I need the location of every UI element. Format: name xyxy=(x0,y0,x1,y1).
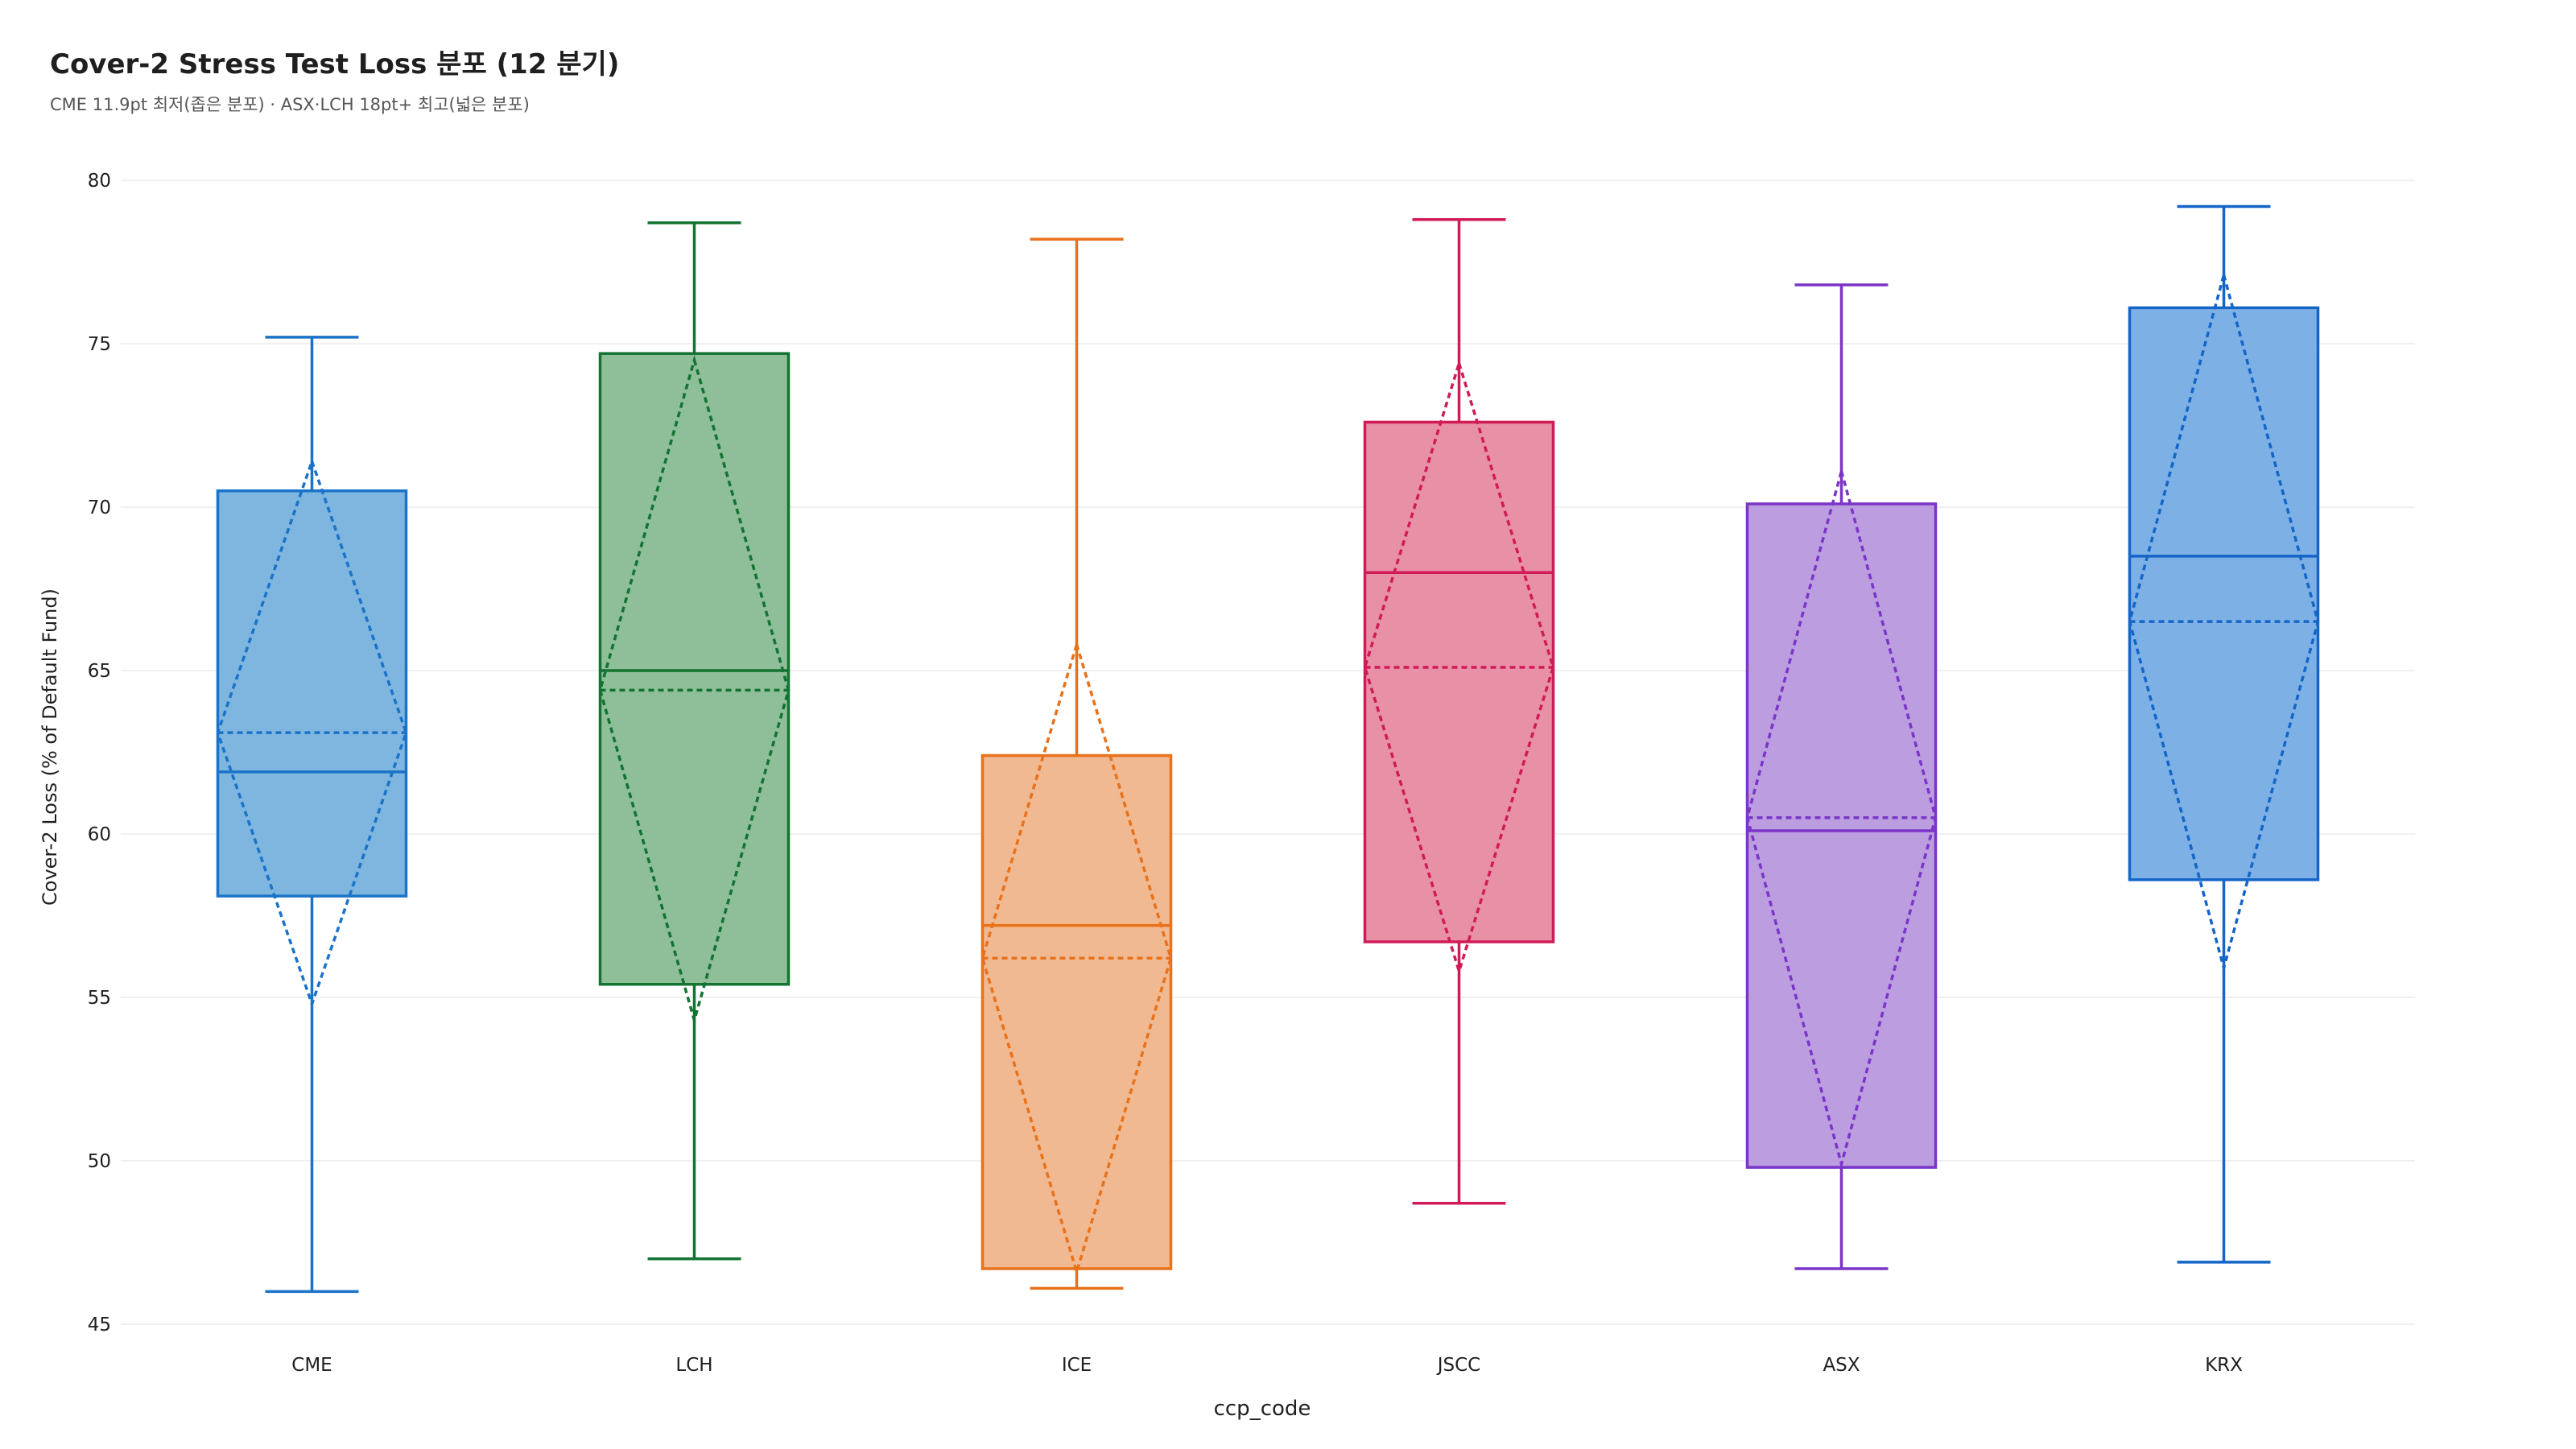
sd-diamond xyxy=(2128,270,2320,974)
iqr-box xyxy=(1745,502,1938,1169)
box-lch xyxy=(598,221,791,1261)
box-jscc xyxy=(1363,217,1555,1205)
grid-layer xyxy=(121,180,2415,1325)
box-ice xyxy=(980,237,1173,1290)
x-tick-label: CME xyxy=(291,1355,332,1376)
y-tick-label: 75 xyxy=(88,334,111,355)
chart-title: Cover-2 Stress Test Loss 분포 (12 분기) xyxy=(50,48,620,80)
box-layer xyxy=(216,204,2320,1294)
y-tick-label: 60 xyxy=(88,824,111,845)
y-tick-label: 80 xyxy=(88,171,111,192)
x-tick-label: LCH xyxy=(675,1355,712,1376)
iqr-box xyxy=(598,352,791,986)
sd-diamond xyxy=(1745,465,1938,1170)
sd-diamond xyxy=(598,354,791,1026)
y-tick-label: 45 xyxy=(88,1315,111,1335)
x-axis-title: ccp_code xyxy=(1214,1397,1311,1421)
y-tick-label: 65 xyxy=(88,661,111,682)
x-tick-label: KRX xyxy=(2205,1355,2243,1376)
iqr-box xyxy=(1363,420,1555,943)
x-tick-label: JSCC xyxy=(1436,1355,1481,1376)
y-axis-title: Cover-2 Loss (% of Default Fund) xyxy=(39,588,61,906)
x-tick-labels: CME LCH ICE JSCC ASX KRX xyxy=(291,1355,2243,1376)
box-krx xyxy=(2128,204,2320,1264)
y-tick-label: 50 xyxy=(88,1151,111,1172)
y-tick-label: 70 xyxy=(88,497,111,518)
x-tick-label: ASX xyxy=(1823,1355,1860,1376)
iqr-box xyxy=(216,489,408,898)
x-tick-label: ICE xyxy=(1062,1355,1092,1376)
y-tick-label: 55 xyxy=(88,988,111,1009)
iqr-box xyxy=(2128,306,2320,881)
chart-subtitle: CME 11.9pt 최저(좁은 분포) · ASX·LCH 18pt+ 최고(… xyxy=(50,95,530,114)
box-asx xyxy=(1745,283,1938,1270)
sd-diamond xyxy=(216,456,408,1009)
box-cme xyxy=(216,336,408,1294)
iqr-box xyxy=(980,753,1173,1270)
y-tick-labels: 45 50 55 60 65 70 75 80 xyxy=(88,171,111,1335)
sd-diamond xyxy=(980,639,1173,1278)
